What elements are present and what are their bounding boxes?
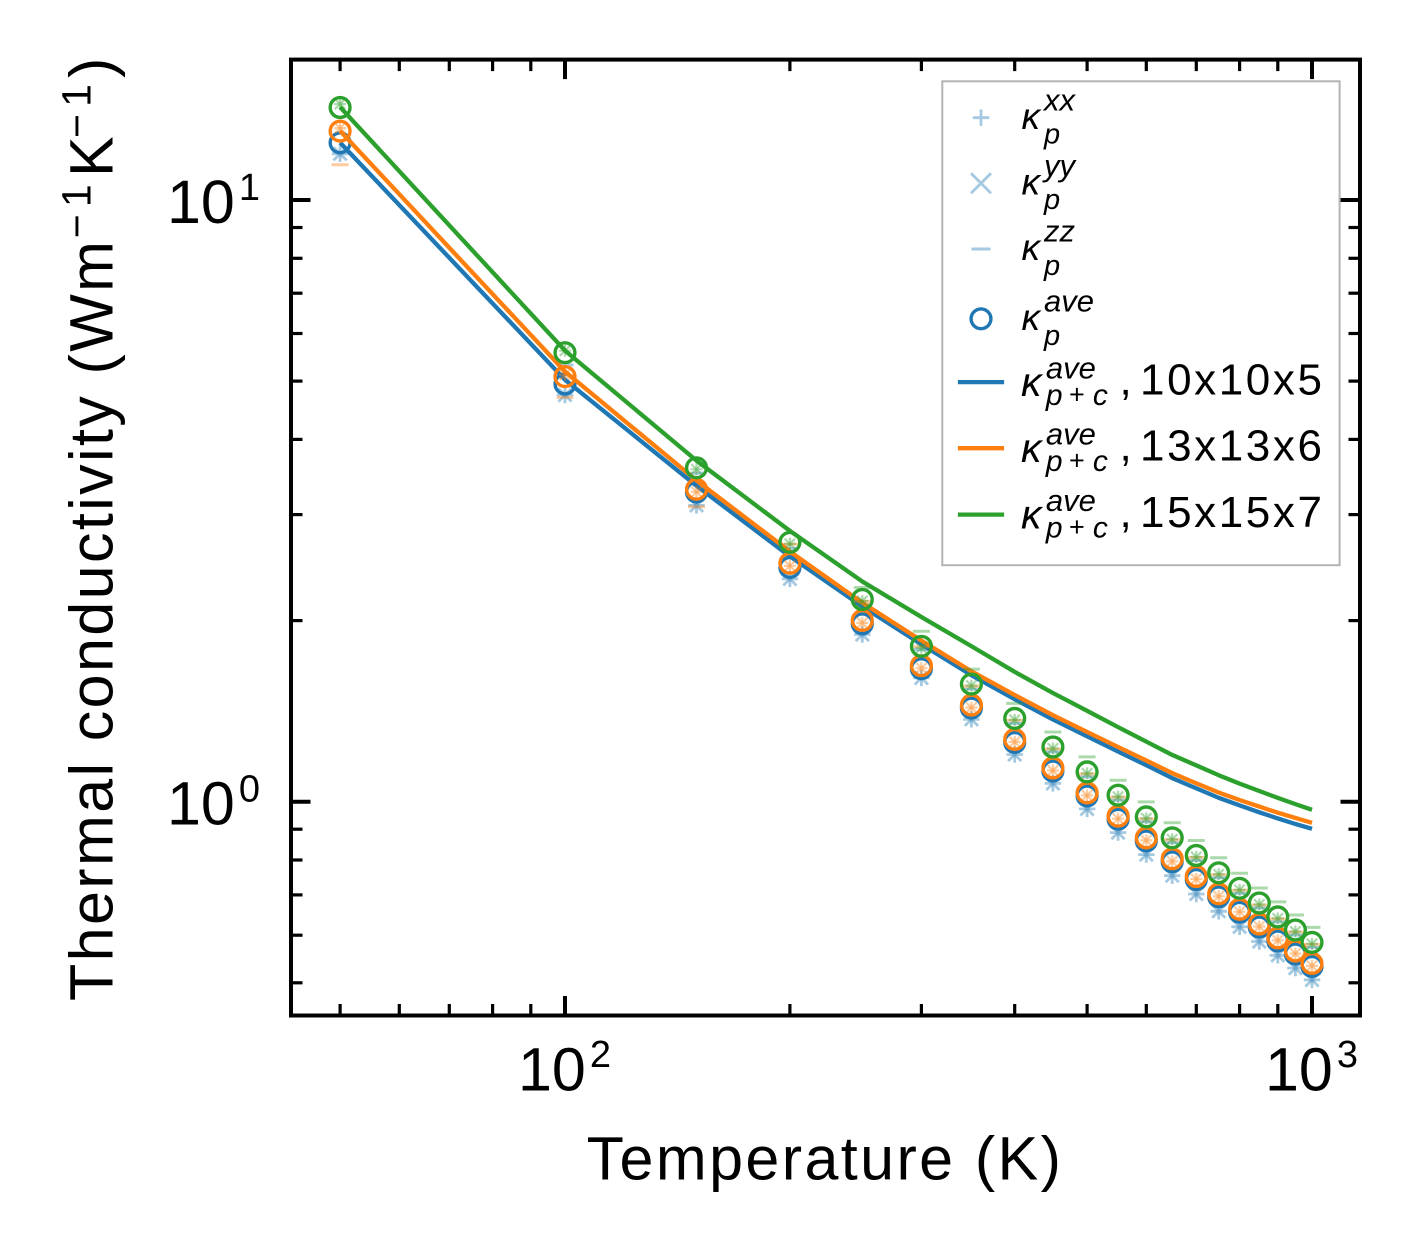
- svg-text:κ: κ: [1022, 161, 1043, 202]
- svg-text:p: p: [1043, 250, 1060, 282]
- svg-text:+: +: [1069, 512, 1085, 542]
- svg-text:p: p: [1045, 445, 1063, 478]
- svg-text:p: p: [1043, 119, 1060, 151]
- svg-text:c: c: [1093, 379, 1108, 412]
- svg-text:,: ,: [1120, 488, 1132, 537]
- svg-text:yy: yy: [1042, 148, 1078, 183]
- svg-text:κ: κ: [1022, 297, 1043, 338]
- svg-text:ave: ave: [1046, 351, 1096, 386]
- svg-text:Temperature (K): Temperature (K): [587, 1125, 1064, 1193]
- svg-text:κ: κ: [1022, 96, 1043, 137]
- svg-text:+: +: [1069, 446, 1085, 476]
- svg-text:10x10x5: 10x10x5: [1140, 356, 1325, 405]
- svg-text:p: p: [1043, 184, 1060, 216]
- svg-text:κ: κ: [1021, 491, 1044, 537]
- svg-text:,: ,: [1120, 356, 1132, 405]
- svg-text:c: c: [1093, 512, 1108, 545]
- svg-text:+: +: [1069, 380, 1085, 410]
- svg-text:ave: ave: [1046, 417, 1096, 452]
- svg-text:15x15x7: 15x15x7: [1140, 488, 1325, 537]
- svg-text:c: c: [1093, 445, 1108, 478]
- svg-text:κ: κ: [1021, 359, 1044, 405]
- svg-text:p: p: [1043, 320, 1060, 352]
- svg-text:p: p: [1045, 379, 1063, 412]
- svg-text:κ: κ: [1021, 425, 1044, 471]
- svg-text:ave: ave: [1044, 284, 1094, 319]
- svg-text:xx: xx: [1042, 82, 1077, 117]
- svg-text:zz: zz: [1043, 214, 1076, 249]
- svg-text:κ: κ: [1022, 227, 1043, 268]
- svg-text:K: K: [58, 136, 126, 177]
- svg-text:Thermal conductivity (Wm: Thermal conductivity (Wm: [58, 241, 126, 1001]
- svg-text:102: 10 2: [518, 1034, 611, 1104]
- svg-text:): ): [58, 58, 126, 78]
- svg-text:13x13x6: 13x13x6: [1140, 422, 1325, 471]
- svg-text:p: p: [1045, 512, 1063, 545]
- svg-text:,: ,: [1120, 422, 1132, 471]
- svg-text:ave: ave: [1046, 483, 1096, 518]
